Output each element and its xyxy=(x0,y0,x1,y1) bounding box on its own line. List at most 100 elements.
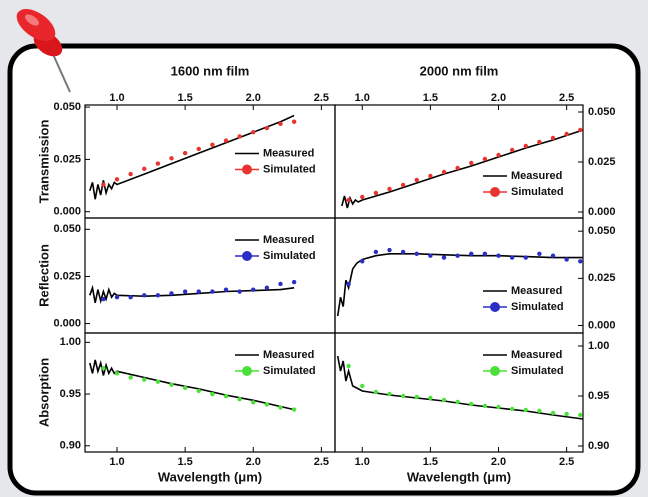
data-point xyxy=(101,182,106,187)
data-point xyxy=(387,247,392,253)
data-point xyxy=(251,400,256,405)
data-point xyxy=(291,279,297,285)
x-tick-label: 2.0 xyxy=(491,92,506,104)
x-axis-label: Wavelength (μm) xyxy=(158,469,262,484)
data-point xyxy=(223,287,229,292)
legend-label: Simulated xyxy=(263,250,316,262)
data-point xyxy=(114,177,120,182)
data-point xyxy=(291,407,297,412)
data-point xyxy=(496,253,501,258)
data-point xyxy=(291,119,297,124)
data-point xyxy=(509,255,515,260)
data-point xyxy=(182,289,188,294)
y-tick-label: 1.00 xyxy=(588,340,609,352)
data-point xyxy=(387,186,392,192)
data-point xyxy=(142,377,147,382)
data-point xyxy=(346,363,351,369)
data-point xyxy=(360,194,365,200)
data-point xyxy=(441,169,447,175)
legend-marker xyxy=(490,187,500,197)
panel-title: 2000 nm film xyxy=(420,63,499,78)
legend-label: Simulated xyxy=(511,301,564,313)
data-point xyxy=(182,385,188,391)
x-tick-label: 2.5 xyxy=(314,456,329,468)
legend-label: Measured xyxy=(511,285,562,297)
data-point xyxy=(237,134,242,139)
data-point xyxy=(428,173,433,179)
data-point xyxy=(169,382,174,387)
y-tick-label: 0.000 xyxy=(53,317,81,329)
legend-marker xyxy=(490,302,500,312)
data-point xyxy=(169,156,174,161)
data-point xyxy=(128,294,133,300)
data-point xyxy=(182,150,188,156)
data-point xyxy=(550,253,556,258)
x-tick-label: 1.5 xyxy=(423,456,438,468)
series-line xyxy=(341,129,584,209)
x-tick-label: 2.5 xyxy=(559,92,574,104)
plot-area xyxy=(334,332,584,453)
x-tick-label: 2.0 xyxy=(246,92,261,104)
data-point xyxy=(523,143,528,149)
y-tick-label: 0.95 xyxy=(60,388,81,400)
y-tick-label: 0.050 xyxy=(588,106,616,118)
data-point xyxy=(373,190,379,196)
data-point xyxy=(360,259,365,264)
y-tick-label: 0.050 xyxy=(588,225,616,237)
data-point xyxy=(237,289,242,294)
data-point xyxy=(251,287,256,292)
data-point xyxy=(142,293,147,298)
data-point xyxy=(441,397,447,403)
data-point xyxy=(373,249,379,255)
data-point xyxy=(509,147,515,153)
x-tick-label: 2.0 xyxy=(246,456,261,468)
x-tick-label: 1.0 xyxy=(109,456,124,468)
y-tick-label: 0.050 xyxy=(53,101,81,113)
x-tick-label: 1.0 xyxy=(355,92,370,104)
data-point xyxy=(210,142,215,147)
data-point xyxy=(128,375,133,380)
data-point xyxy=(373,389,379,395)
x-tick-label: 2.0 xyxy=(491,456,506,468)
series-line xyxy=(89,284,295,305)
pushpin xyxy=(16,9,71,93)
legend-marker xyxy=(242,251,252,261)
data-point xyxy=(155,379,161,384)
y-tick-label: 1.00 xyxy=(60,336,81,348)
data-point xyxy=(346,281,351,287)
legend-label: Measured xyxy=(511,170,562,182)
data-point xyxy=(251,130,256,135)
y-tick-label: 0.90 xyxy=(588,440,609,452)
y-tick-label: 0.025 xyxy=(588,156,616,168)
legend-label: Simulated xyxy=(263,365,316,377)
data-point xyxy=(509,406,515,412)
y-tick-label: 0.000 xyxy=(588,206,616,218)
x-axis-label: Wavelength (μm) xyxy=(407,469,511,484)
data-point xyxy=(278,281,283,287)
data-point xyxy=(223,393,229,399)
data-point xyxy=(101,296,106,302)
y-tick-label: 0.000 xyxy=(588,319,616,331)
legend-label: Measured xyxy=(263,234,314,246)
data-point xyxy=(264,402,270,407)
x-tick-label: 1.5 xyxy=(177,456,192,468)
y-tick-label: 0.025 xyxy=(53,270,81,282)
data-point xyxy=(346,197,351,203)
x-tick-label: 1.5 xyxy=(423,92,438,104)
data-point xyxy=(455,399,460,405)
data-point xyxy=(414,177,419,183)
data-point xyxy=(428,395,433,401)
legend-label: Simulated xyxy=(511,365,564,377)
data-point xyxy=(196,146,201,152)
data-point xyxy=(400,249,406,255)
data-point xyxy=(360,383,365,389)
data-point xyxy=(578,259,583,264)
series-line xyxy=(89,114,295,200)
legend-label: Simulated xyxy=(263,163,316,175)
x-tick-label: 2.5 xyxy=(314,92,329,104)
legend-label: Measured xyxy=(263,147,314,159)
x-tick-label: 1.0 xyxy=(109,92,124,104)
data-point xyxy=(496,404,501,410)
data-point xyxy=(564,131,569,137)
